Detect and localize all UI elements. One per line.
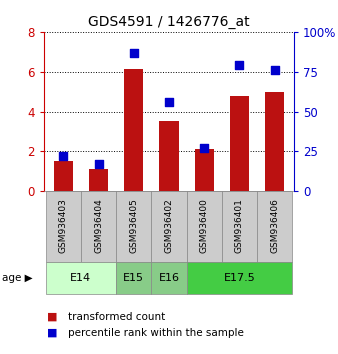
Bar (81, 191, 116, 262)
Bar (116, 191, 151, 262)
Bar (54, 161, 73, 191)
Bar (89, 169, 108, 191)
Text: ■: ■ (47, 312, 58, 322)
Text: GSM936405: GSM936405 (129, 198, 138, 253)
Point (272, 67, 277, 73)
Bar (230, 96, 249, 191)
Bar (151, 191, 187, 262)
Bar (124, 69, 143, 191)
Text: E14: E14 (70, 273, 92, 283)
Text: E15: E15 (123, 273, 144, 283)
Text: GSM936402: GSM936402 (165, 198, 173, 252)
Bar (195, 149, 214, 191)
Point (237, 62, 242, 68)
Bar (222, 191, 257, 262)
Bar (187, 191, 222, 262)
Text: ■: ■ (47, 328, 58, 338)
Text: percentile rank within the sample: percentile rank within the sample (68, 328, 243, 338)
Bar (187, 262, 292, 294)
Bar (151, 262, 187, 294)
Bar (116, 262, 151, 294)
Bar (257, 191, 292, 262)
Point (201, 145, 207, 151)
Point (61, 153, 66, 159)
Text: age ▶: age ▶ (2, 273, 32, 283)
Text: GSM936406: GSM936406 (270, 198, 279, 253)
Text: E16: E16 (159, 273, 179, 283)
Text: GSM936400: GSM936400 (200, 198, 209, 253)
Text: E17.5: E17.5 (223, 273, 255, 283)
Point (131, 50, 137, 56)
Bar (46, 262, 116, 294)
Bar (46, 191, 81, 262)
Bar (265, 92, 284, 191)
Text: GSM936403: GSM936403 (59, 198, 68, 253)
Text: transformed count: transformed count (68, 312, 165, 322)
Bar (159, 121, 179, 191)
Text: GSM936401: GSM936401 (235, 198, 244, 253)
Point (96, 161, 101, 167)
Text: GSM936404: GSM936404 (94, 198, 103, 252)
Title: GDS4591 / 1426776_at: GDS4591 / 1426776_at (88, 16, 250, 29)
Point (166, 99, 172, 105)
